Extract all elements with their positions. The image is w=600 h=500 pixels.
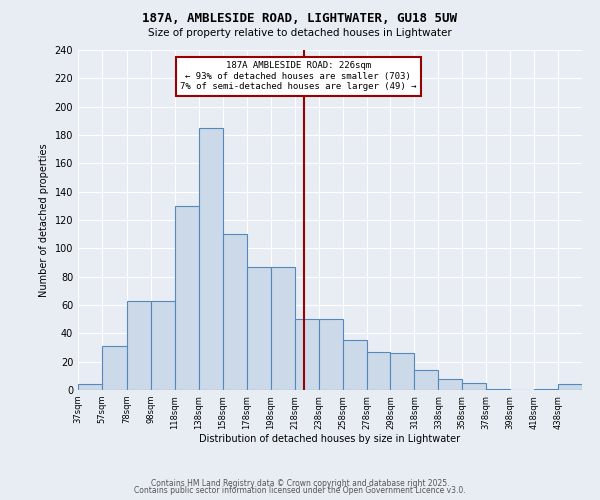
Bar xyxy=(199,128,223,390)
Bar xyxy=(367,352,391,390)
Bar xyxy=(223,234,247,390)
Bar xyxy=(271,267,295,390)
Text: 187A AMBLESIDE ROAD: 226sqm
← 93% of detached houses are smaller (703)
7% of sem: 187A AMBLESIDE ROAD: 226sqm ← 93% of det… xyxy=(180,62,416,91)
Bar xyxy=(486,388,510,390)
Y-axis label: Number of detached properties: Number of detached properties xyxy=(39,143,49,297)
Bar xyxy=(319,319,343,390)
Bar xyxy=(391,353,415,390)
Bar xyxy=(343,340,367,390)
Bar xyxy=(534,388,558,390)
Bar xyxy=(151,300,175,390)
Text: Contains public sector information licensed under the Open Government Licence v3: Contains public sector information licen… xyxy=(134,486,466,495)
Text: Contains HM Land Registry data © Crown copyright and database right 2025.: Contains HM Land Registry data © Crown c… xyxy=(151,478,449,488)
Bar xyxy=(127,300,151,390)
Bar xyxy=(102,346,127,390)
Text: Size of property relative to detached houses in Lightwater: Size of property relative to detached ho… xyxy=(148,28,452,38)
Bar xyxy=(558,384,582,390)
X-axis label: Distribution of detached houses by size in Lightwater: Distribution of detached houses by size … xyxy=(199,434,461,444)
Bar xyxy=(78,384,102,390)
Bar xyxy=(247,267,271,390)
Bar xyxy=(415,370,439,390)
Bar xyxy=(175,206,199,390)
Text: 187A, AMBLESIDE ROAD, LIGHTWATER, GU18 5UW: 187A, AMBLESIDE ROAD, LIGHTWATER, GU18 5… xyxy=(143,12,458,26)
Bar xyxy=(462,383,486,390)
Bar xyxy=(439,378,462,390)
Bar xyxy=(295,319,319,390)
